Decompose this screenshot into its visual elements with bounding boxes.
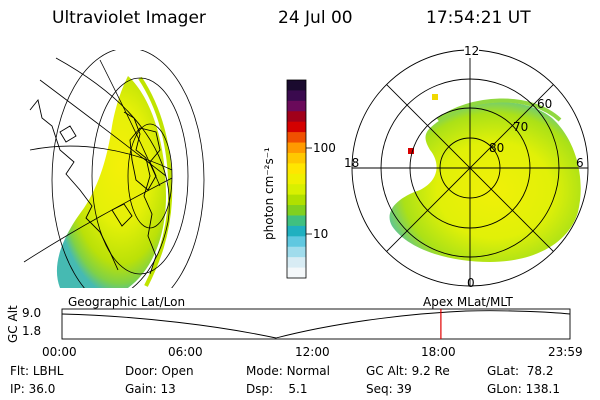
mlat-label-60: 60 <box>537 97 553 111</box>
colorbar-swatch <box>287 90 306 102</box>
gc-altitude-value: 9.2 Re <box>411 364 450 378</box>
filter-info: Flt: LBHL <box>10 364 64 378</box>
altitude-min: 1.8 <box>22 324 42 338</box>
mlt-label-12: 12 <box>464 44 480 58</box>
colorbar-swatch <box>287 225 306 237</box>
colorbar-swatch <box>287 184 306 196</box>
sequence-value: 39 <box>396 382 412 396</box>
colorbar-swatch <box>287 111 306 123</box>
ip-info: IP: 36.0 <box>10 382 56 396</box>
time-tick-1800: 18:00 <box>421 345 456 359</box>
apex-label: Apex MLat/MLT <box>423 295 513 309</box>
colorbar-swatch <box>287 132 306 144</box>
colorbar-swatch <box>287 163 306 175</box>
colorbar-swatch <box>287 100 306 112</box>
colorbar-label: photon cm⁻²s⁻¹ <box>262 147 276 240</box>
colorbar-swatch <box>287 267 306 279</box>
colorbar-tick-10: 10 <box>313 227 329 241</box>
colorbar-swatch <box>287 246 306 258</box>
mode-info: Mode: Normal <box>246 364 330 378</box>
mlt-label-18: 18 <box>344 156 360 170</box>
mlt-label-6: 6 <box>576 156 584 170</box>
glat-value: 78.2 <box>526 364 554 378</box>
altitude-axis-title: GC Alt <box>6 305 20 343</box>
glon-info: GLon: 138.1 <box>487 382 560 396</box>
sequence-info: Seq: 39 <box>366 382 412 396</box>
image-time: 17:54:21 UT <box>426 8 531 28</box>
colorbar-swatch <box>287 152 306 164</box>
time-tick-0600: 06:00 <box>168 345 203 359</box>
dsp-info: Dsp: 5.1 <box>246 382 308 396</box>
glat-info: GLat: 78.2 <box>487 364 554 378</box>
colorbar-swatch <box>287 80 306 92</box>
colorbar-swatch <box>287 257 306 269</box>
mlt-label-0: 0 <box>467 276 475 290</box>
gain-value: 13 <box>160 382 176 396</box>
colorbar-swatch <box>287 194 306 206</box>
ip-value: 36.0 <box>28 382 56 396</box>
colorbar-swatch <box>287 173 306 185</box>
colorbar-swatch <box>287 205 306 217</box>
gc-altitude-info: GC Alt: 9.2 Re <box>366 364 450 378</box>
colorbar-swatch <box>287 121 306 133</box>
gain-info: Gain: 13 <box>125 382 176 396</box>
mode-value: Normal <box>286 364 330 378</box>
colorbar-swatch <box>287 236 306 248</box>
glon-value: 138.1 <box>525 382 560 396</box>
door-value: Open <box>161 364 194 378</box>
colorbar-tick-100: 100 <box>313 141 336 155</box>
time-tick-0000: 00:00 <box>42 345 77 359</box>
altitude-max: 9.0 <box>22 306 42 320</box>
time-tick-2359: 23:59 <box>548 345 583 359</box>
colorbar-swatch <box>287 215 306 227</box>
colorbar-swatch <box>287 142 306 154</box>
mlat-label-80: 80 <box>489 141 505 155</box>
time-tick-1200: 12:00 <box>295 345 330 359</box>
filter-value: LBHL <box>32 364 64 378</box>
instrument-title: Ultraviolet Imager <box>52 8 206 28</box>
image-date: 24 Jul 00 <box>278 8 353 28</box>
geographic-label: Geographic Lat/Lon <box>68 295 186 309</box>
dsp-value: 5.1 <box>288 382 308 396</box>
door-info: Door: Open <box>125 364 194 378</box>
mlat-label-70: 70 <box>513 120 529 134</box>
